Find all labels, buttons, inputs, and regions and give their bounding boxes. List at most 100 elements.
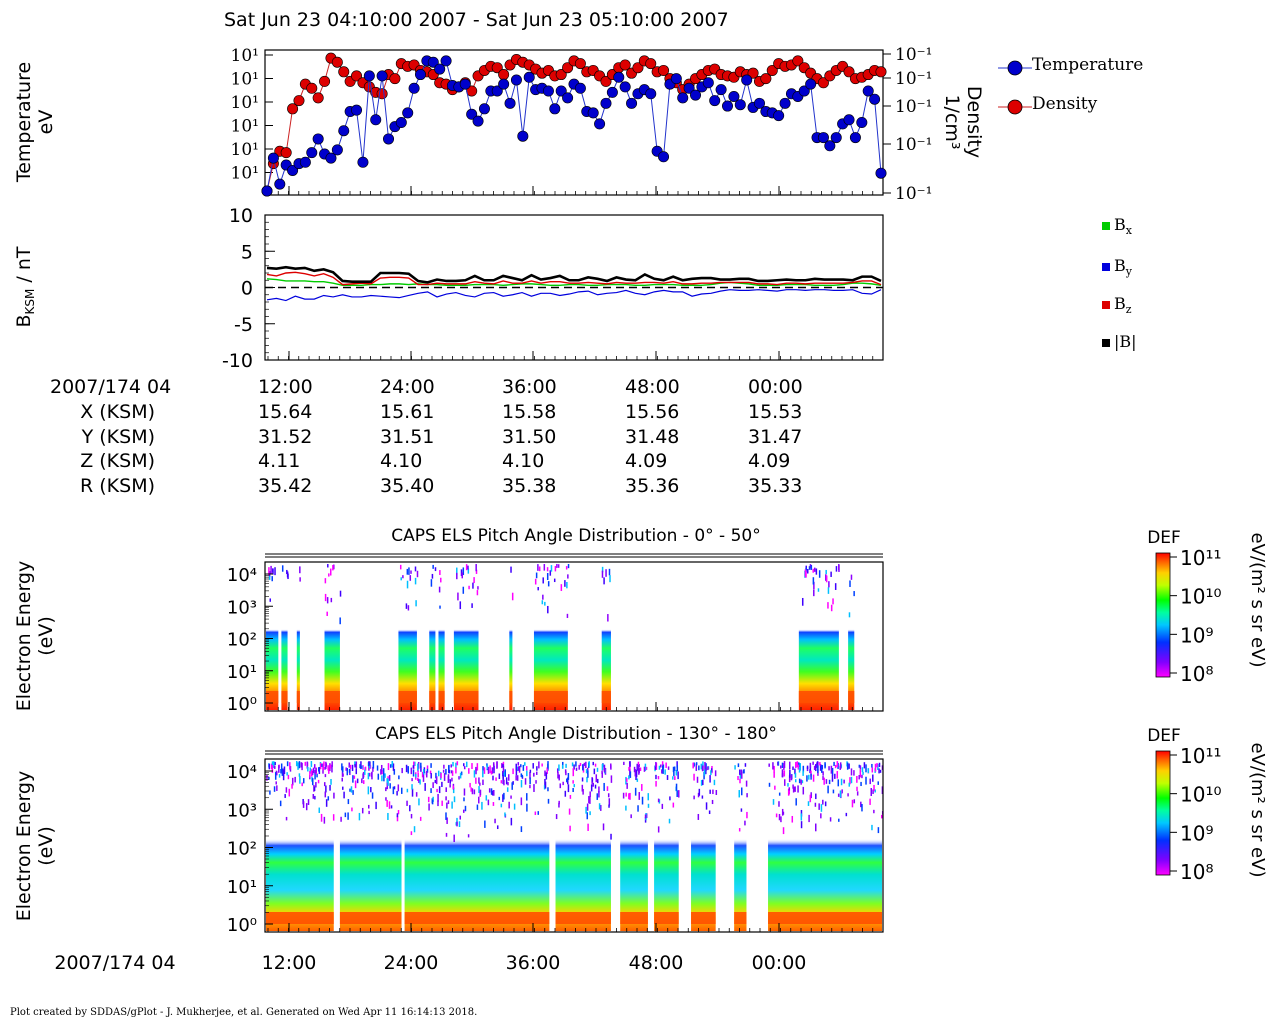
- spectrogram-pixel: [587, 770, 589, 778]
- spectrogram-pixel: [592, 782, 594, 787]
- spectrogram-pixel: [567, 564, 570, 569]
- pad-130-180-axes: [264, 758, 884, 933]
- spectrogram-pixel: [558, 764, 560, 771]
- temperature-point: [702, 77, 714, 89]
- density-point: [600, 75, 612, 87]
- spectrogram-pixel: [534, 578, 537, 585]
- spectrogram-pixel: [407, 605, 410, 611]
- spectrogram-pixel: [510, 566, 512, 573]
- spectrogram-pixel: [465, 761, 468, 768]
- spectrogram-pixel: [817, 761, 819, 768]
- spectrogram-pixel: [586, 812, 589, 820]
- spectrogram-pixel: [478, 796, 480, 804]
- spectrogram-pixel: [522, 764, 525, 771]
- spectrogram-pixel: [475, 766, 477, 771]
- spectrogram-pixel: [572, 780, 574, 784]
- spectrogram-pixel: [743, 769, 745, 774]
- spectrogram-pixel: [487, 799, 490, 806]
- spectrogram-pixel: [342, 786, 344, 790]
- spectrogram-pixel: [354, 761, 356, 766]
- spectrogram-pixel: [780, 765, 782, 769]
- spectrogram-pixel: [298, 761, 301, 769]
- spectrogram-pixel: [368, 764, 370, 771]
- spectrogram-pixel: [859, 769, 862, 778]
- spectrogram-pixel: [393, 769, 396, 775]
- spectrogram-pixel: [451, 770, 453, 774]
- energy-tick-label: 10³: [227, 800, 257, 821]
- spectrogram-pixel: [289, 762, 291, 770]
- spectrogram-pixel: [862, 771, 864, 775]
- spectrogram-pixel: [410, 767, 413, 775]
- spectrogram-pixel: [469, 782, 471, 788]
- spectrogram-pixel: [707, 766, 709, 771]
- spectrogram-pixel: [491, 767, 494, 774]
- spectrogram-pixel: [419, 816, 422, 821]
- spectrogram-pixel: [830, 604, 833, 612]
- temperature-point: [434, 63, 446, 75]
- spectrogram-pixel: [359, 764, 361, 769]
- spectrogram-pixel: [441, 800, 443, 806]
- spectrogram-pixel: [361, 807, 364, 814]
- spectrogram-pixel: [832, 789, 835, 794]
- temperature-point: [606, 86, 618, 98]
- spectrogram-pixel: [858, 775, 860, 780]
- spectrogram-pixel: [505, 777, 508, 785]
- spectrogram-pixel: [411, 778, 413, 782]
- spectrogram-pixel: [557, 771, 559, 779]
- spectrogram-pixel: [867, 768, 870, 774]
- spectrogram-pixel: [508, 774, 510, 781]
- temperature-point: [466, 108, 478, 120]
- spectrogram-pixel: [739, 778, 741, 784]
- spectrogram-pixel: [362, 765, 364, 770]
- spectrogram-pixel: [409, 575, 412, 581]
- spectrogram-pixel: [608, 568, 611, 576]
- colorbar-tick-label: 10⁹: [1180, 623, 1213, 647]
- spectrogram-pixel: [817, 588, 820, 592]
- spectrogram-pixel: [848, 763, 850, 769]
- spectrogram-pixel: [320, 813, 323, 822]
- temperature-point: [849, 132, 861, 144]
- spectrogram-pixel: [861, 774, 863, 779]
- spectrogram-pixel: [554, 566, 557, 572]
- spectrogram-pixel: [475, 569, 478, 574]
- spectrogram-pixel: [569, 794, 572, 799]
- spectrogram-pixel: [506, 787, 509, 792]
- density-point: [491, 62, 503, 74]
- temperature-point: [338, 125, 350, 137]
- spectrogram-pixel: [302, 801, 305, 808]
- temperature-point: [408, 82, 420, 94]
- spectrogram-pixel: [516, 775, 519, 781]
- spectrogram-pixel: [417, 772, 419, 778]
- spectrogram-pixel: [309, 771, 311, 778]
- spectrogram-pixel: [385, 787, 387, 792]
- spectrogram-pixel: [511, 592, 514, 601]
- spectrogram-pixel: [280, 769, 282, 774]
- spectrogram-pixel: [332, 814, 335, 821]
- spectrogram-pixel: [510, 817, 513, 826]
- spectrogram-band: [398, 563, 417, 710]
- temperature-tick-label: 10¹: [231, 93, 259, 113]
- temperature-point: [721, 100, 733, 112]
- spectrogram-pixel: [547, 581, 550, 587]
- spectrogram-pixel: [392, 786, 395, 795]
- spectrogram-pixel: [825, 569, 827, 575]
- density-point: [376, 88, 388, 100]
- spectrogram-pixel: [865, 764, 867, 773]
- b-tick-label: 0: [241, 278, 253, 300]
- spectrogram-pixel: [645, 766, 648, 770]
- colorbar-label-2: DEF: [1147, 726, 1181, 746]
- spectrogram-pixel: [565, 771, 567, 776]
- ephemeris-row-label: R (KSM): [80, 474, 155, 497]
- spectrogram-pixel: [625, 805, 627, 811]
- spectrogram-pixel: [452, 787, 455, 794]
- density-tick-label: 10⁻¹: [895, 97, 932, 117]
- colorbar-units-1: eV/(m² s sr eV): [1247, 533, 1268, 668]
- spectrogram-pixel: [703, 769, 706, 776]
- spectrogram-pixel: [744, 763, 747, 767]
- spectrogram-pixel: [802, 765, 805, 773]
- temperature-point: [753, 97, 765, 109]
- spectrogram-pixel: [295, 761, 298, 767]
- spectrogram-pixel: [321, 763, 323, 767]
- spectrogram-pixel: [573, 764, 575, 770]
- ephemeris-cell: 15.56: [625, 401, 680, 423]
